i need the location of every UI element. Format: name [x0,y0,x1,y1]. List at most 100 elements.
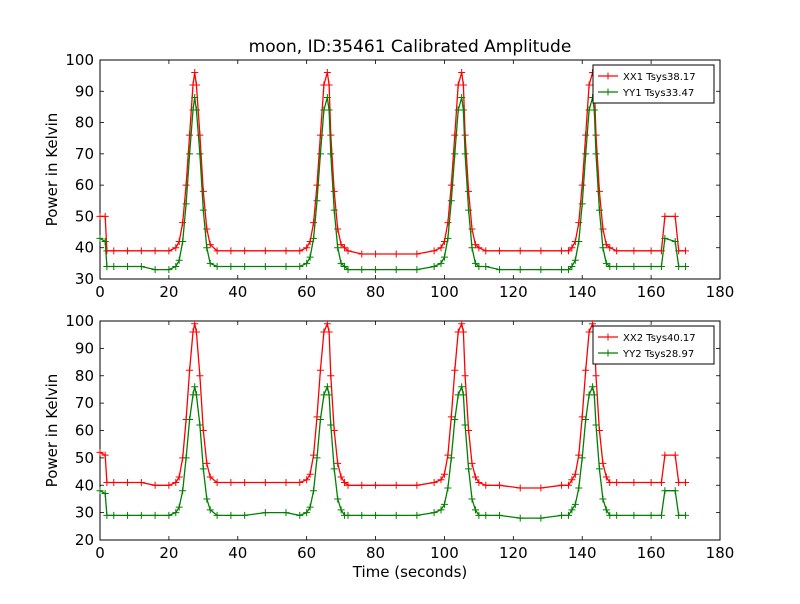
chart-title: moon, ID:35461 Calibrated Amplitude [249,37,572,57]
data-point [471,259,479,267]
data-point [325,81,333,89]
data-point [175,256,183,264]
data-point [206,473,214,481]
data-point [496,481,504,489]
data-point [451,150,459,158]
legend-box [592,325,715,365]
data-point [213,479,221,487]
data-point [310,219,318,227]
data-point [537,484,545,492]
legend-marker [604,88,612,96]
data-point [316,131,324,139]
data-point [671,451,679,459]
data-point [344,247,352,255]
data-point [296,262,304,270]
data-point [124,479,132,487]
data-point [316,366,324,374]
data-point [451,131,459,139]
data-point [182,181,190,189]
data-point [671,487,679,495]
data-point [458,69,466,77]
data-point [358,250,366,258]
data-point [516,484,524,492]
data-point [199,206,207,214]
data-point [165,247,173,255]
data-point [602,259,610,267]
data-point [578,181,586,189]
data-point [196,131,204,139]
data-point [675,511,683,519]
data-point [206,506,214,514]
data-point [671,237,679,245]
data-point [330,187,338,195]
data-point [323,320,331,328]
y-tick-label: 100 [65,312,94,330]
data-point [575,237,583,245]
data-point [461,421,469,429]
data-point [602,473,610,481]
data-point [327,150,335,158]
data-point [96,448,104,456]
data-point [124,511,132,519]
y-tick-label: 80 [75,367,94,385]
data-point [323,383,331,391]
data-point [496,266,504,274]
data-point [313,197,321,205]
data-point [437,259,445,267]
data-point [372,250,380,258]
data-point [96,487,104,495]
data-point [459,328,467,336]
data-point [537,514,545,522]
data-point [165,481,173,489]
data-point [96,234,104,242]
data-point [471,241,479,249]
data-point [124,262,132,270]
data-point [101,212,109,220]
data-point [213,511,221,519]
data-point [316,150,324,158]
data-point [186,416,194,424]
data-point [606,262,614,270]
y-tick-label: 60 [75,176,94,194]
data-point [440,500,448,508]
data-point [440,253,448,261]
data-point [241,511,249,519]
data-point [582,366,590,374]
y-tick-label: 80 [75,114,94,132]
data-point [599,459,607,467]
data-point [196,150,204,158]
data-point [358,481,366,489]
data-point [475,244,483,252]
data-point [661,234,669,242]
data-point [110,247,118,255]
data-point [330,206,338,214]
data-point [103,511,111,519]
data-point [344,481,352,489]
data-point [296,511,304,519]
data-point [313,181,321,189]
data-point [613,511,621,519]
data-point [192,391,200,399]
data-point [323,94,331,102]
data-point [192,106,200,114]
data-point [137,247,145,255]
x-tick-label: 100 [430,544,459,562]
data-point [571,470,579,478]
data-point [191,94,199,102]
data-point [482,262,490,270]
data-point [392,266,400,274]
data-point [571,500,579,508]
data-point [661,451,669,459]
data-point [657,262,665,270]
data-point [341,262,349,270]
data-point [203,459,211,467]
data-point [191,69,199,77]
data-point [571,256,579,264]
data-point [451,366,459,374]
x-tick-label: 20 [159,283,178,301]
data-point [358,266,366,274]
data-point [325,391,333,399]
data-point [595,187,603,195]
series-1 [96,320,690,492]
data-point [475,511,483,519]
